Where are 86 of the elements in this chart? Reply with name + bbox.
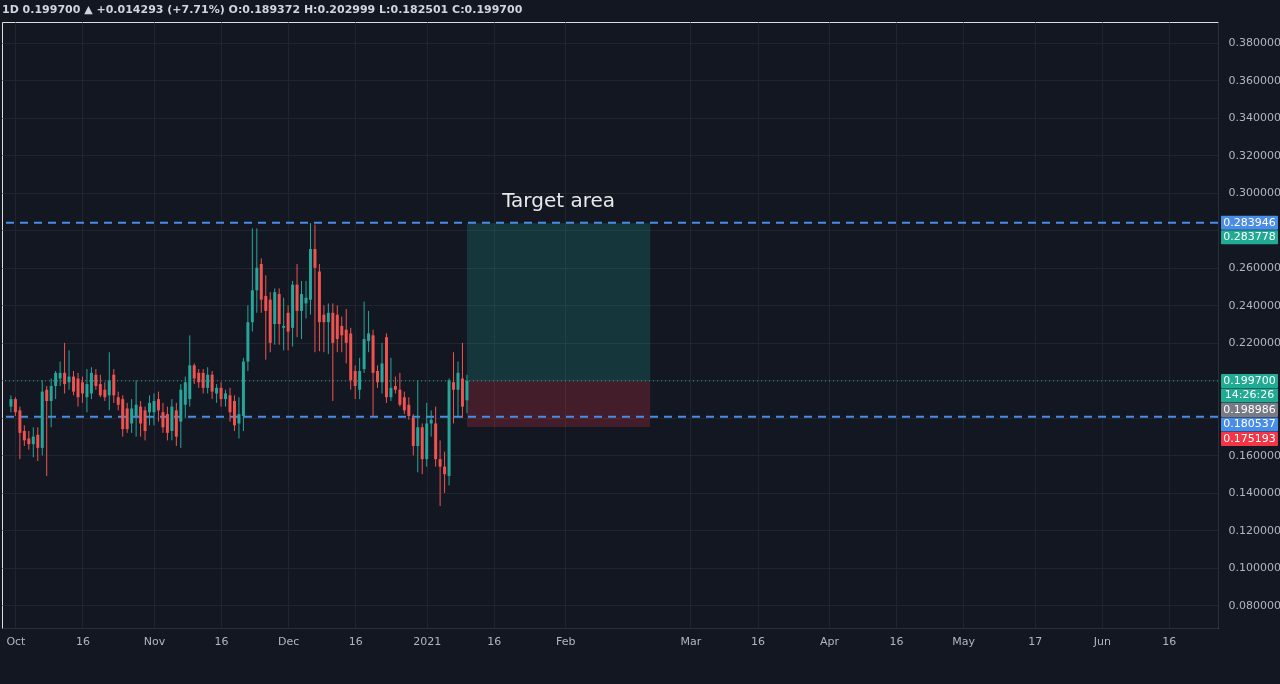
candlestick — [286, 304, 290, 351]
annotation: Target area — [501, 188, 616, 213]
x-tick-label: 2021 — [413, 634, 442, 648]
candlestick — [107, 351, 111, 411]
x-tick-label: 16 — [214, 634, 229, 648]
candlestick — [228, 387, 232, 423]
candlestick — [300, 280, 304, 340]
candlestick — [148, 394, 152, 426]
candlestick — [152, 392, 156, 426]
x-tick-label: 16 — [751, 634, 766, 648]
x-tick-label: 16 — [487, 634, 502, 648]
candlestick — [76, 372, 80, 408]
candlestick — [416, 379, 420, 473]
candlestick — [380, 342, 384, 394]
candlestick — [45, 385, 49, 477]
text: 0.283778 — [1223, 230, 1276, 244]
candlestick — [443, 451, 447, 494]
ref-line-label: 0.180537 — [1223, 417, 1276, 431]
candlestick — [112, 368, 116, 404]
y-tick-label: 0.320000 — [1228, 148, 1280, 162]
ref-line-label: 0.199700 — [1223, 373, 1276, 387]
ref-line-label: 0.283946 — [1223, 215, 1276, 229]
text: 0.175193 — [1223, 431, 1276, 445]
y-tick-label: 0.240000 — [1228, 298, 1280, 312]
x-tick-label: May — [952, 634, 976, 648]
y-tick-label: 0.140000 — [1228, 486, 1280, 500]
candlestick — [80, 376, 84, 404]
candlestick — [237, 396, 241, 440]
y-tick-label: 0.160000 — [1228, 448, 1280, 462]
y-tick-label: 0.220000 — [1228, 336, 1280, 350]
text: 14:26:26 — [1224, 388, 1275, 402]
candlestick — [255, 227, 259, 314]
candlestick — [72, 370, 76, 396]
candlestick — [63, 342, 67, 394]
x-tick-label: Apr — [820, 634, 840, 648]
candlestick — [22, 424, 26, 447]
candlestick — [165, 406, 169, 441]
x-tick-label: Nov — [143, 634, 166, 648]
candlestick — [161, 402, 165, 434]
y-tick-label: 0.080000 — [1228, 598, 1280, 612]
candlestick — [197, 368, 201, 389]
text: 0.198986 — [1223, 402, 1276, 416]
candlestick — [452, 351, 456, 424]
candlestick — [130, 398, 134, 434]
x-tick-label: Mar — [680, 634, 702, 648]
candlestick — [156, 391, 160, 423]
y-tick-label: 0.360000 — [1228, 73, 1280, 87]
candlestick — [353, 364, 357, 400]
x-tick-label: 16 — [1162, 634, 1177, 648]
candlestick — [326, 302, 330, 355]
y-tick-label: 0.340000 — [1228, 111, 1280, 125]
x-tick-label: 16 — [75, 634, 90, 648]
candlestick — [402, 391, 406, 415]
x-tick-label: Feb — [556, 634, 576, 648]
x-tick-label: 16 — [889, 634, 904, 648]
candlestick — [407, 396, 411, 421]
candlestick — [219, 381, 223, 408]
candlestick — [125, 402, 129, 434]
y-tick-label: 0.100000 — [1228, 561, 1280, 575]
candlestick — [9, 394, 13, 413]
y-tick-label: 0.120000 — [1228, 523, 1280, 537]
y-tick-label: 0.260000 — [1228, 261, 1280, 275]
candlestick — [103, 381, 107, 402]
x-tick-label: 16 — [348, 634, 363, 648]
candlestick — [438, 439, 442, 507]
y-tick-label: 0.300000 — [1228, 186, 1280, 200]
candlestick — [31, 426, 35, 458]
x-tick-label: Dec — [277, 634, 300, 648]
y-tick-label: 0.380000 — [1228, 36, 1280, 50]
candlestick — [98, 374, 102, 398]
candlestick — [192, 362, 196, 385]
candlestick — [340, 316, 344, 353]
candlestick — [456, 361, 460, 419]
x-tick-label: Oct — [6, 634, 27, 648]
candlestick — [36, 426, 40, 462]
x-tick-label: Jun — [1092, 634, 1111, 648]
candlestick — [313, 224, 317, 353]
candlestick — [398, 372, 402, 408]
candlestick — [143, 406, 147, 441]
candlestick — [201, 368, 205, 394]
x-tick-label: 17 — [1028, 634, 1043, 648]
candlestick — [210, 370, 214, 400]
candlestick — [282, 297, 286, 351]
chart-title: 1D 0.199700 ▲ +0.014293 (+7.71%) O:0.189372 H:0.202999 L:0.182501 C:0.199700 — [2, 3, 523, 16]
candlestick — [94, 368, 98, 391]
candlestick — [139, 400, 143, 438]
